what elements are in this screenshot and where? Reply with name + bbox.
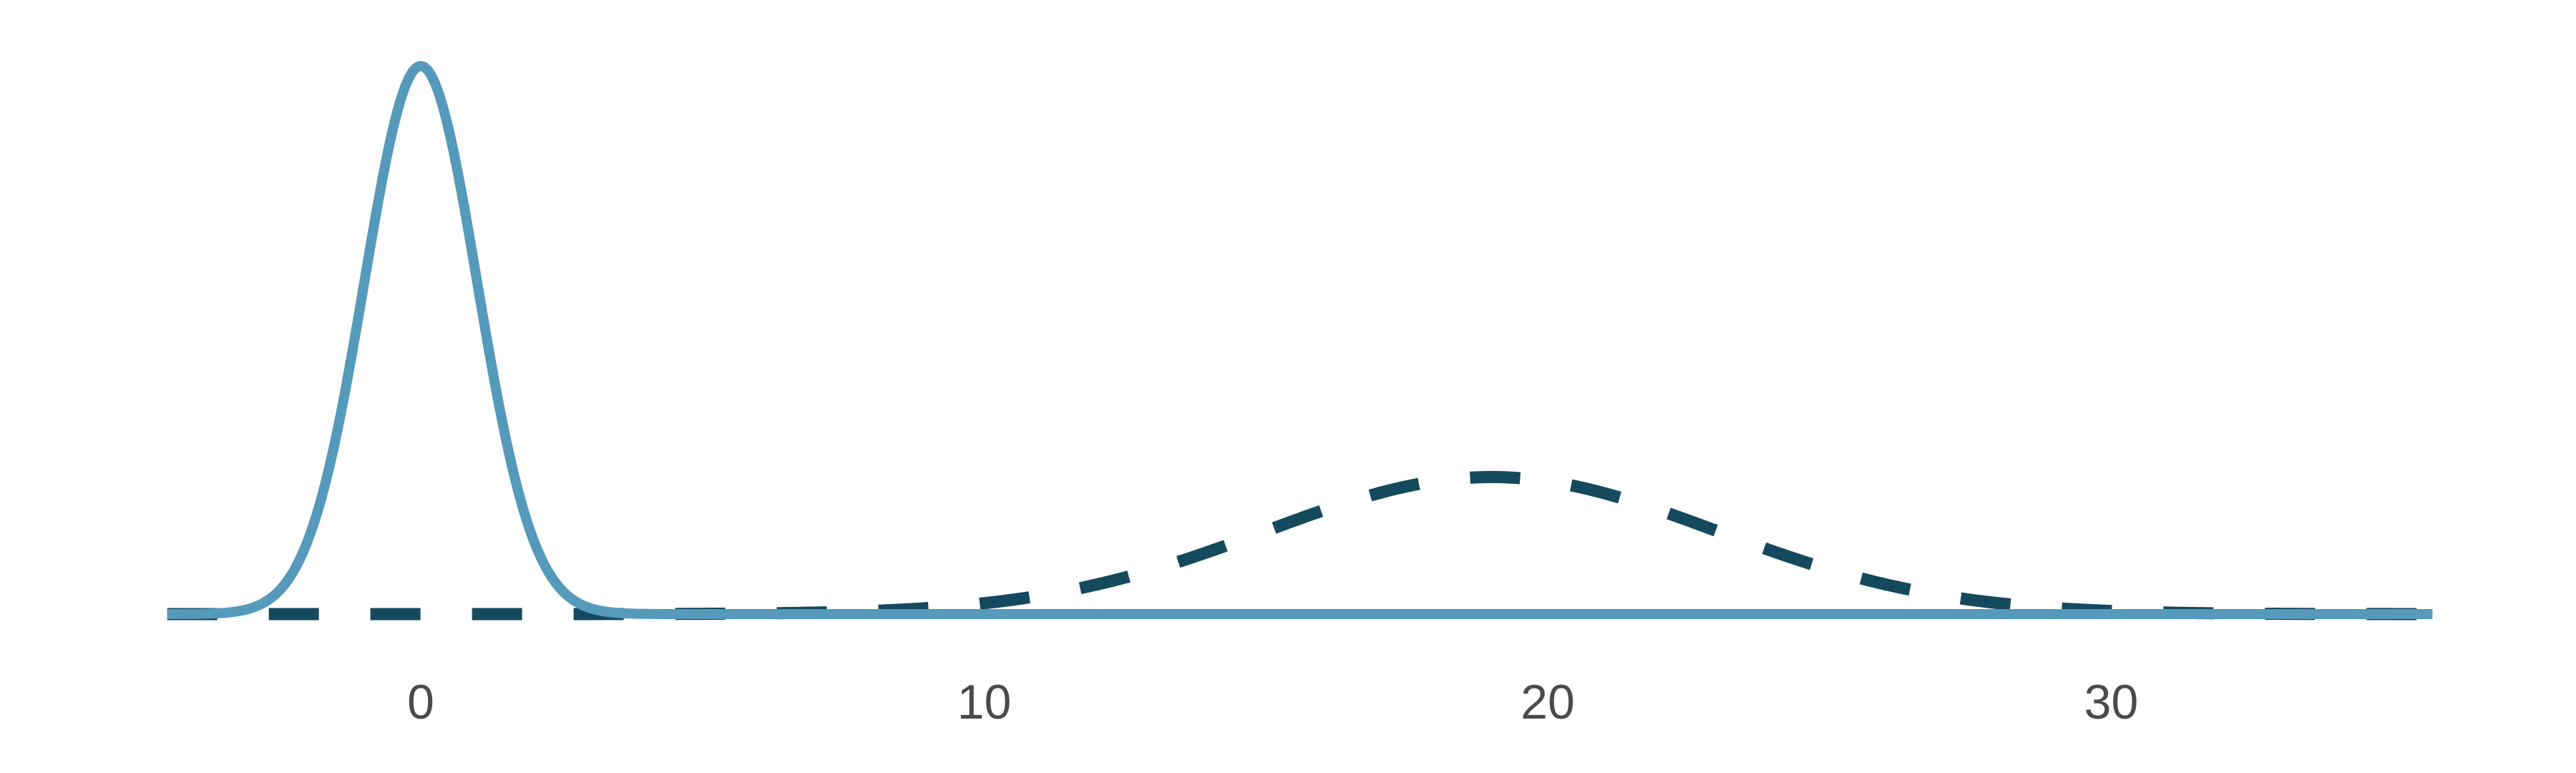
series-line-dashed	[165, 471, 2435, 621]
series-line-solid	[165, 61, 2434, 619]
x-tick-label: 30	[2084, 675, 2139, 729]
x-tick-label: 10	[957, 675, 1012, 729]
x-axis-ticks: 0 10 20 30	[407, 675, 2138, 729]
x-tick-label: 20	[1521, 675, 1575, 729]
series-layer	[165, 61, 2435, 621]
x-tick-label: 0	[407, 675, 434, 729]
